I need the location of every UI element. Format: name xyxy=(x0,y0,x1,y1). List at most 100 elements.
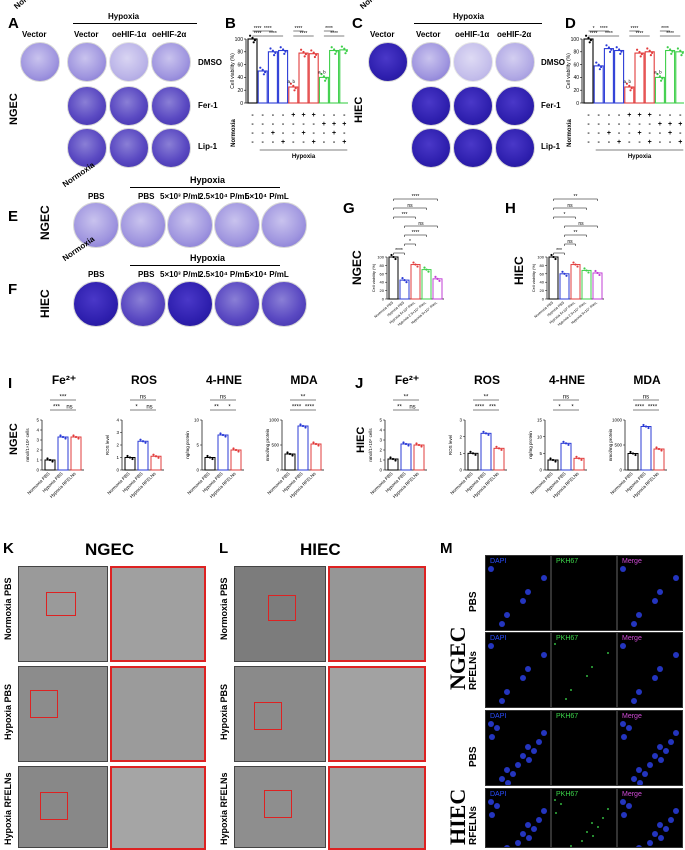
nucleus xyxy=(526,835,532,841)
culture-well xyxy=(495,128,535,168)
condition-mark: - xyxy=(262,121,265,128)
nucleus xyxy=(673,808,679,814)
condition-mark: + xyxy=(342,139,346,146)
nucleus xyxy=(488,566,494,572)
condition-mark: - xyxy=(292,139,295,146)
data-point xyxy=(577,457,581,460)
sig-label: *** xyxy=(402,212,408,218)
data-point xyxy=(658,75,661,78)
y-tick-label: 3 xyxy=(459,418,462,423)
nucleus xyxy=(525,589,531,595)
culture-well xyxy=(453,42,493,82)
condition-mark: - xyxy=(598,121,601,128)
data-point xyxy=(59,434,62,437)
condition-mark: - xyxy=(333,139,336,146)
data-point xyxy=(303,55,306,58)
data-point xyxy=(141,440,145,443)
chart-title: MDA xyxy=(633,373,661,387)
annotation: a, b xyxy=(624,79,632,84)
chart-title: ROS xyxy=(131,373,157,387)
channel-label: Merge xyxy=(622,635,642,642)
col-label: 5×10³ P/mL xyxy=(160,270,203,279)
pkh67-vesicle xyxy=(554,799,556,801)
bar xyxy=(593,65,604,104)
channel-label: Merge xyxy=(622,713,642,720)
data-point xyxy=(320,73,323,76)
data-point xyxy=(585,269,588,272)
data-point xyxy=(649,54,652,57)
bar xyxy=(298,52,309,104)
sig-label: **** xyxy=(292,405,302,411)
condition-mark: - xyxy=(659,112,662,119)
condition-mark: - xyxy=(679,130,682,137)
tem-image xyxy=(234,566,326,662)
nucleus xyxy=(541,808,547,814)
data-point xyxy=(648,49,651,52)
data-point xyxy=(345,49,348,53)
sig-label: **** xyxy=(269,31,277,37)
zoom-region xyxy=(254,702,282,730)
condition-mark: - xyxy=(659,139,662,146)
pkh67-vesicle xyxy=(592,835,594,837)
data-point xyxy=(625,82,628,85)
data-point xyxy=(402,441,405,444)
y-axis-label: ng/mg protein xyxy=(185,431,190,459)
nucleus xyxy=(525,744,531,750)
data-point xyxy=(657,447,661,451)
culture-well xyxy=(167,281,213,327)
data-point xyxy=(224,435,227,438)
condition-mark: + xyxy=(648,112,652,119)
y-axis-label: nmol/mg protein xyxy=(265,428,270,461)
nucleus xyxy=(531,826,537,832)
y-tick-label: 80 xyxy=(237,50,243,56)
data-point xyxy=(634,453,637,457)
pkh67-vesicle xyxy=(570,845,572,847)
sig-label: *** xyxy=(53,405,61,411)
col-label: 5×10⁴ P/mL xyxy=(245,192,289,201)
data-point xyxy=(312,441,315,444)
col-label: Vector xyxy=(416,30,441,39)
nucleus xyxy=(505,780,511,785)
y-tick-label: 0 xyxy=(379,468,382,473)
channel-label: DAPI xyxy=(490,713,507,720)
y-axis-label: nmol/1×10⁶ cells xyxy=(25,428,30,462)
condition-mark: + xyxy=(617,139,621,146)
panel-label-f: F xyxy=(8,281,18,298)
col-label: oeHIF-2α xyxy=(497,30,532,39)
y-axis-label: Cell viability (%) xyxy=(371,263,376,292)
data-point xyxy=(676,47,679,50)
bar xyxy=(329,49,340,104)
condition-mark: + xyxy=(637,130,641,137)
nucleus xyxy=(673,575,679,581)
sig-label: **** xyxy=(412,194,420,200)
bar xyxy=(308,53,319,104)
col-label: 5×10⁴ P/mL xyxy=(245,270,289,279)
condition-mark: + xyxy=(301,112,305,119)
data-point xyxy=(335,50,338,53)
hypoxia-bracket xyxy=(130,265,280,266)
nucleus xyxy=(636,767,642,773)
nucleus xyxy=(636,689,642,695)
col-label: 2.5×10⁴ P/mL xyxy=(199,270,250,279)
panel-label-h: H xyxy=(505,200,516,217)
tem-zoom-image xyxy=(328,666,426,762)
chart-title: 4-HNE xyxy=(206,373,242,387)
confocal-image: PKH67 xyxy=(551,788,617,848)
nucleus xyxy=(620,643,626,649)
sig-label: ns xyxy=(140,395,146,401)
bar xyxy=(634,52,645,104)
row-label: DMSO xyxy=(198,58,222,67)
culture-well xyxy=(411,86,451,126)
bar xyxy=(70,436,82,471)
nucleus xyxy=(536,817,542,823)
data-point xyxy=(391,457,395,461)
cell-line-label: HIEC xyxy=(512,256,526,285)
row-label: PBS xyxy=(468,591,479,612)
nucleus xyxy=(526,757,532,763)
y-tick-label: 1000 xyxy=(612,418,623,423)
panel-label-l: L xyxy=(219,540,229,557)
nucleus xyxy=(626,803,632,809)
row-label: Lip-1 xyxy=(541,142,561,151)
